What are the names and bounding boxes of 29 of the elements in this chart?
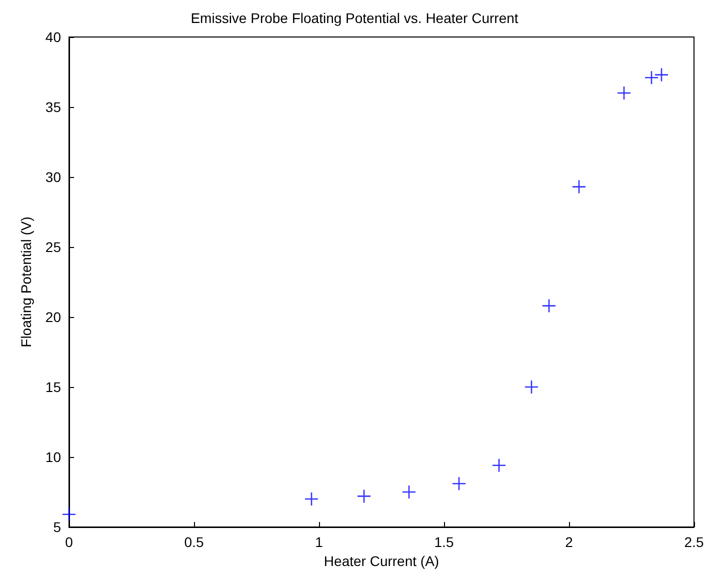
point (492, 458, 506, 473)
x-tick-label: 2.5 (684, 534, 704, 550)
x-tick-label: 1.5 (434, 534, 454, 550)
x-tick-label: 1 (315, 534, 324, 550)
point (356, 489, 372, 504)
point (542, 298, 556, 313)
point (616, 86, 632, 100)
y-tick-label: 30 (45, 169, 62, 185)
point (62, 507, 76, 522)
y-tick-label: 25 (45, 239, 62, 255)
x-tick-label: 0.5 (184, 534, 204, 550)
y-tick-label: 5 (53, 519, 62, 535)
y-tick-label: 20 (45, 309, 62, 325)
x-axis-title: Heater Current (A) (324, 552, 440, 569)
x-tick-label: 2 (565, 534, 574, 550)
y-tick-label: 40 (45, 29, 62, 45)
point (572, 180, 586, 194)
y-tick-label: 15 (45, 379, 62, 395)
chart-title: Emissive Probe Floating Potential vs. Heater Current (190, 10, 518, 26)
point (452, 476, 466, 491)
point (402, 484, 416, 500)
y-axis-title: Floating Potential (V) (18, 216, 34, 348)
point (524, 380, 539, 394)
point (304, 492, 319, 506)
point (654, 68, 669, 82)
point (644, 70, 659, 85)
x-tick-label: 0 (65, 534, 74, 550)
y-tick-label: 35 (45, 99, 62, 115)
y-tick-label: 10 (45, 449, 62, 465)
